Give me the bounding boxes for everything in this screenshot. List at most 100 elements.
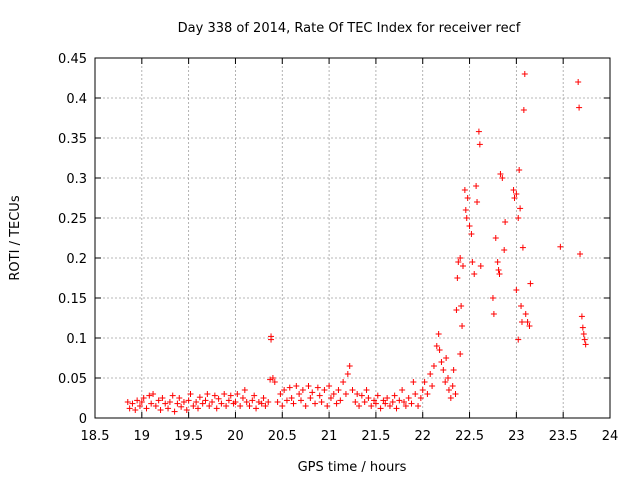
data-point: [496, 271, 503, 277]
data-point: [299, 387, 306, 393]
data-point: [253, 405, 260, 412]
data-point: [243, 399, 250, 405]
data-point: [518, 303, 525, 309]
data-point: [134, 397, 141, 404]
y-axis-label: ROTI / TECUs: [8, 195, 23, 280]
data-point: [335, 387, 342, 393]
data-point: [502, 219, 509, 225]
y-tick-label: 0.2: [66, 252, 87, 267]
data-point: [450, 367, 457, 373]
data-point: [511, 195, 518, 201]
data-point: [218, 400, 225, 407]
data-point: [497, 171, 504, 177]
data-point: [132, 407, 139, 413]
data-point: [126, 405, 133, 412]
data-point: [513, 287, 520, 293]
data-point: [180, 399, 187, 405]
data-point: [183, 407, 190, 413]
data-point: [171, 408, 178, 415]
data-point: [305, 383, 312, 389]
data-point: [582, 341, 589, 348]
data-point: [356, 403, 363, 409]
data-point: [176, 395, 183, 401]
data-point: [579, 324, 586, 331]
data-point: [237, 403, 244, 409]
data-point: [477, 263, 484, 269]
data-point: [196, 394, 203, 401]
data-point: [454, 275, 461, 281]
data-point: [124, 399, 131, 405]
data-point: [293, 383, 300, 389]
data-point: [344, 371, 351, 377]
data-series: [124, 71, 589, 415]
data-point: [206, 403, 213, 409]
plot-frame: [94, 57, 611, 419]
data-point: [459, 263, 466, 269]
data-point: [349, 387, 356, 393]
data-point: [251, 392, 258, 399]
data-point: [374, 392, 381, 399]
data-point: [279, 403, 286, 409]
data-point: [474, 199, 481, 205]
data-point: [281, 387, 288, 393]
data-point: [515, 336, 522, 343]
data-point: [146, 392, 153, 399]
data-point: [361, 399, 368, 405]
data-point: [421, 379, 428, 385]
data-point: [510, 187, 517, 193]
data-point: [372, 400, 379, 407]
data-point: [469, 259, 476, 265]
data-point: [225, 397, 232, 404]
x-tick-label: 19.5: [174, 429, 203, 444]
data-point: [457, 255, 464, 261]
data-point: [165, 405, 172, 412]
data-point: [578, 313, 585, 320]
data-point: [440, 367, 447, 373]
data-point: [412, 391, 419, 397]
data-point: [377, 405, 384, 412]
data-point: [340, 379, 347, 385]
data-point: [384, 395, 391, 401]
x-tick-label: 19: [134, 429, 151, 444]
data-point: [382, 400, 389, 407]
data-point: [274, 399, 281, 405]
data-point: [405, 395, 412, 401]
data-point: [436, 347, 443, 353]
data-point: [258, 400, 265, 407]
data-point: [473, 183, 480, 189]
data-point: [522, 311, 529, 317]
data-point: [495, 267, 502, 273]
data-point: [457, 351, 464, 357]
data-point: [307, 395, 314, 401]
data-point: [438, 359, 445, 365]
data-point: [333, 400, 340, 407]
data-point: [580, 331, 587, 337]
data-point: [195, 405, 201, 412]
data-point: [174, 400, 181, 407]
data-point: [445, 375, 452, 381]
x-tick-label: 23.5: [549, 429, 578, 444]
chart-title: Day 338 of 2014, Rate Of TEC Index for r…: [178, 21, 521, 36]
data-point: [314, 384, 321, 391]
data-point: [288, 395, 295, 401]
y-tick-label: 0.35: [58, 132, 87, 147]
data-point: [262, 403, 269, 409]
data-point: [249, 397, 256, 404]
data-point: [324, 403, 331, 409]
data-point: [476, 141, 483, 148]
data-point: [265, 399, 272, 405]
data-point: [330, 391, 337, 397]
data-point: [435, 331, 442, 337]
x-tick-label: 22.5: [455, 429, 484, 444]
data-point: [520, 107, 527, 113]
data-point: [363, 387, 370, 393]
data-point: [346, 363, 353, 369]
data-point: [433, 343, 440, 349]
data-point: [354, 391, 361, 397]
data-point: [410, 379, 417, 385]
data-point: [458, 303, 465, 309]
data-point: [150, 391, 157, 397]
data-point: [475, 128, 482, 135]
data-point: [246, 403, 253, 409]
data-point: [199, 400, 206, 407]
